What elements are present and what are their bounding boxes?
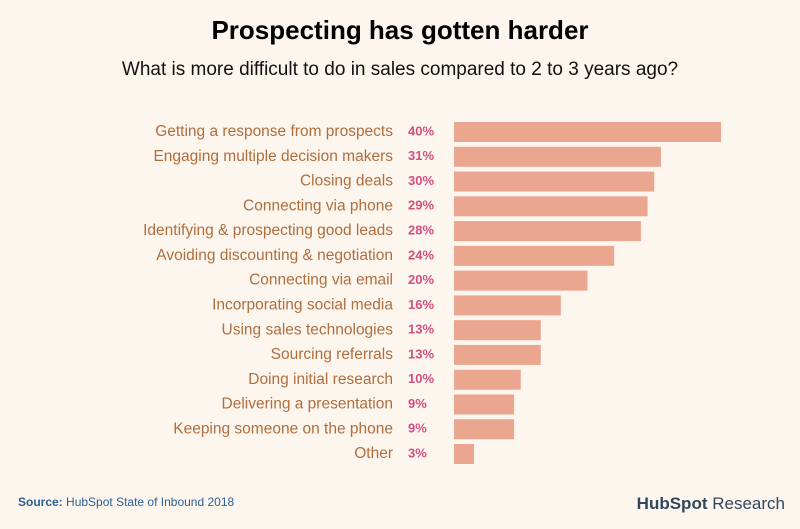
value-label: 29% [408, 198, 434, 213]
logo-suffix: Research [712, 494, 785, 513]
value-label: 9% [408, 396, 427, 411]
value-label: 28% [408, 223, 434, 238]
value-label: 24% [408, 247, 434, 262]
chart-subtitle: What is more difficult to do in sales co… [122, 59, 678, 80]
category-label: Getting a response from prospects [155, 123, 393, 140]
bar [454, 344, 541, 365]
bar [454, 245, 615, 266]
category-label: Closing deals [300, 173, 393, 190]
bar [454, 295, 561, 316]
value-label: 13% [408, 346, 434, 361]
bar [454, 369, 521, 390]
bar [454, 394, 515, 415]
value-label: 13% [408, 322, 434, 337]
category-label: Connecting via phone [243, 197, 393, 214]
category-label: Using sales technologies [222, 321, 394, 338]
category-label: Avoiding discounting & negotiation [156, 247, 393, 264]
category-label: Other [354, 445, 393, 462]
category-label: Delivering a presentation [222, 396, 393, 413]
category-label: Doing initial research [248, 371, 393, 388]
logo-brand: HubSpot [637, 494, 708, 513]
value-label: 40% [408, 123, 434, 138]
value-label: 3% [408, 445, 427, 460]
bar [454, 146, 661, 167]
logo: HubSpot Research [637, 494, 785, 513]
bar [454, 320, 541, 341]
bar [454, 122, 721, 142]
category-label: Incorporating social media [212, 296, 393, 313]
bar [454, 171, 655, 192]
source-label: Source: [18, 495, 63, 509]
value-label: 30% [408, 173, 434, 188]
bar [454, 444, 475, 465]
bar [454, 270, 588, 291]
bar [454, 196, 648, 217]
category-label: Engaging multiple decision makers [153, 148, 393, 165]
category-label: Identifying & prospecting good leads [143, 222, 393, 239]
value-label: 10% [408, 371, 434, 386]
source: Source: HubSpot State of Inbound 2018 [18, 495, 234, 509]
value-label: 16% [408, 297, 434, 312]
value-label: 20% [408, 272, 434, 287]
chart-title: Prospecting has gotten harder [211, 15, 588, 45]
value-label: 9% [408, 421, 427, 436]
bar [454, 419, 515, 440]
value-label: 31% [408, 148, 434, 163]
bar [454, 221, 641, 242]
category-label: Connecting via email [249, 272, 393, 289]
category-label: Sourcing referrals [271, 346, 394, 363]
category-label: Keeping someone on the phone [173, 420, 393, 437]
source-text: HubSpot State of Inbound 2018 [66, 495, 234, 509]
